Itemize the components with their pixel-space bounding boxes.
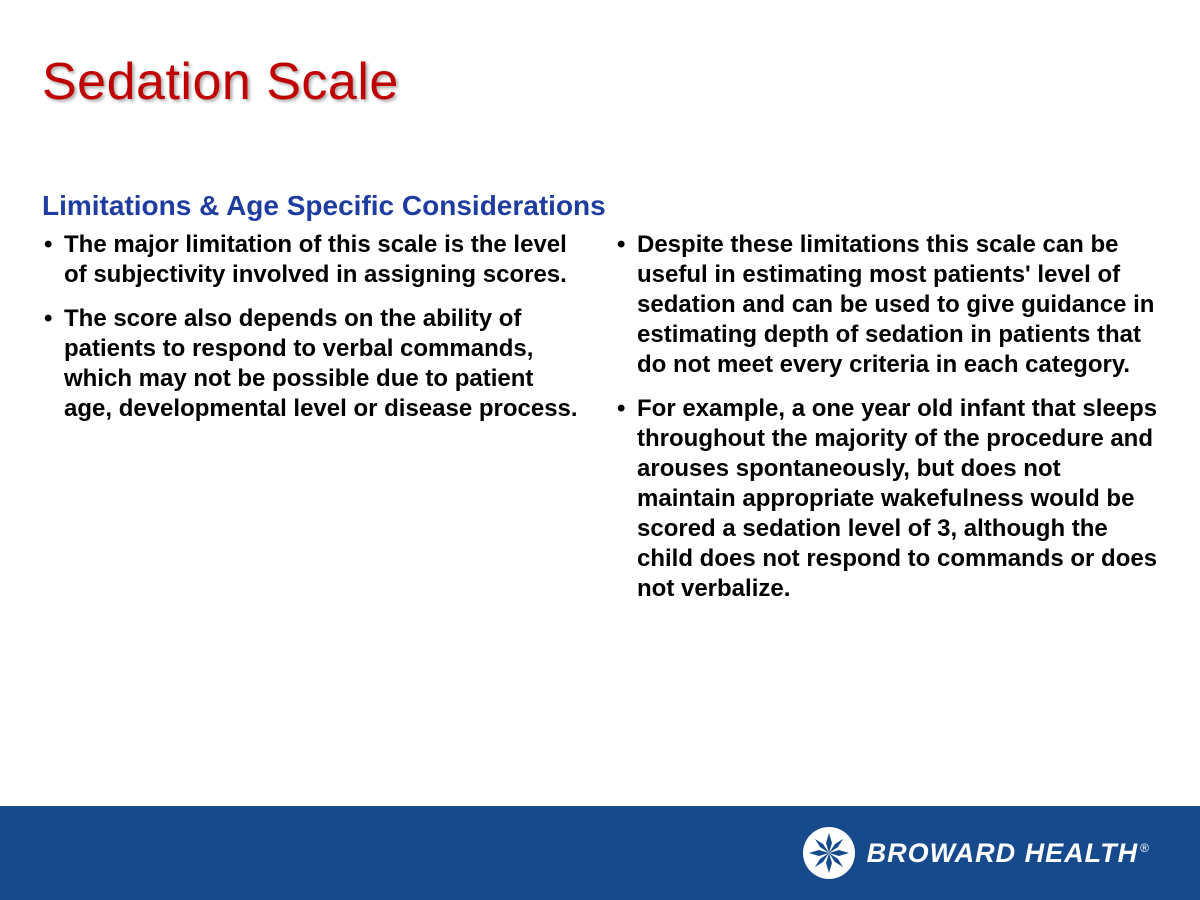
content-columns: The major limitation of this scale is th…: [42, 230, 1158, 618]
registered-mark: ®: [1140, 841, 1150, 855]
brand-text: BROWARD HEALTH®: [867, 838, 1150, 869]
left-bullet-list: The major limitation of this scale is th…: [42, 230, 585, 424]
slide-title: Sedation Scale: [42, 52, 399, 112]
list-item: Despite these limitations this scale can…: [615, 230, 1158, 380]
left-column: The major limitation of this scale is th…: [42, 230, 585, 618]
brand-logo: BROWARD HEALTH®: [803, 827, 1150, 879]
right-bullet-list: Despite these limitations this scale can…: [615, 230, 1158, 604]
list-item: The score also depends on the ability of…: [42, 304, 585, 424]
star-burst-icon: [803, 827, 855, 879]
right-column: Despite these limitations this scale can…: [615, 230, 1158, 618]
brand-name: BROWARD HEALTH: [867, 838, 1138, 868]
slide-subtitle: Limitations & Age Specific Consideration…: [42, 190, 606, 222]
list-item: For example, a one year old infant that …: [615, 394, 1158, 604]
footer-bar: BROWARD HEALTH®: [0, 806, 1200, 900]
list-item: The major limitation of this scale is th…: [42, 230, 585, 290]
